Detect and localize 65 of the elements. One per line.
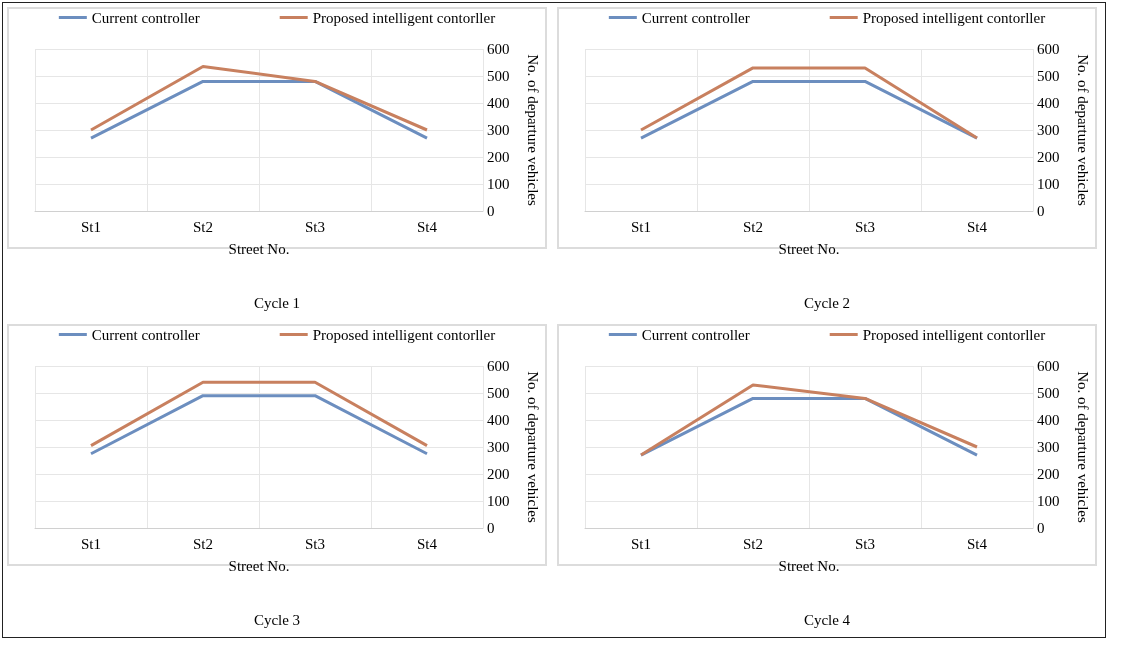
text: Cycle 2 <box>803 294 851 311</box>
y-tick-label: 0 <box>487 520 495 536</box>
y-tick-label: 600 <box>487 358 510 374</box>
x-tick-label: St1 <box>80 535 102 552</box>
y-tick-label: 200 <box>1037 466 1060 482</box>
y-tick-label: 400 <box>487 412 510 428</box>
legend-label: Current controller <box>641 9 750 26</box>
text: Cycle 4 <box>803 611 851 628</box>
y-tick-label: 100 <box>487 493 510 509</box>
y-tick-label: 0 <box>487 203 495 219</box>
x-tick-label: St3 <box>304 218 326 235</box>
y-axis-title: No. of departure vehicles <box>524 54 541 206</box>
x-tick-label: St2 <box>742 218 764 235</box>
x-tick-label: St4 <box>416 535 438 552</box>
x-tick-label: St1 <box>80 218 102 235</box>
legend-label: Proposed intelligent contorller <box>862 326 1046 343</box>
line-series <box>639 383 979 457</box>
x-tick-label: St4 <box>966 535 988 552</box>
legend-label: Proposed intelligent contorller <box>862 9 1046 26</box>
x-tick-label: St2 <box>742 535 764 552</box>
x-tick-label: St3 <box>304 535 326 552</box>
x-tick-label: St2 <box>192 218 214 235</box>
y-tick-label: 500 <box>1037 68 1060 84</box>
text: Cycle 1 <box>253 294 301 311</box>
y-tick-label: 100 <box>487 176 510 192</box>
y-tick-label: 300 <box>487 122 510 138</box>
y-tick-label: 600 <box>1037 41 1060 57</box>
y-tick-label: 400 <box>1037 95 1060 111</box>
x-axis-title: Street No. <box>778 557 840 574</box>
y-tick-label: 100 <box>1037 176 1060 192</box>
x-tick-label: St3 <box>854 535 876 552</box>
y-axis-title: No. of departure vehicles <box>1074 54 1091 206</box>
x-tick-label: St4 <box>416 218 438 235</box>
x-tick-label: St1 <box>630 535 652 552</box>
y-tick-label: 200 <box>487 149 510 165</box>
x-tick-label: St1 <box>630 218 652 235</box>
y-tick-label: 300 <box>1037 122 1060 138</box>
legend-label: Current controller <box>641 326 750 343</box>
y-tick-label: 500 <box>487 385 510 401</box>
x-axis-title: Street No. <box>778 240 840 257</box>
y-tick-label: 600 <box>1037 358 1060 374</box>
y-tick-label: 500 <box>1037 385 1060 401</box>
y-tick-label: 400 <box>487 95 510 111</box>
legend-label: Proposed intelligent contorller <box>312 9 496 26</box>
y-tick-label: 300 <box>487 439 510 455</box>
y-tick-label: 0 <box>1037 520 1045 536</box>
y-axis-title: No. of departure vehicles <box>524 371 541 523</box>
x-axis-title: Street No. <box>228 557 290 574</box>
text: Cycle 3 <box>253 611 301 628</box>
x-tick-label: St4 <box>966 218 988 235</box>
y-tick-label: 600 <box>487 41 510 57</box>
y-tick-label: 400 <box>1037 412 1060 428</box>
legend-label: Current controller <box>91 326 200 343</box>
legend-label: Current controller <box>91 9 200 26</box>
x-tick-label: St2 <box>192 535 214 552</box>
y-tick-label: 300 <box>1037 439 1060 455</box>
y-axis-title: No. of departure vehicles <box>1074 371 1091 523</box>
y-tick-label: 0 <box>1037 203 1045 219</box>
x-tick-label: St3 <box>854 218 876 235</box>
y-tick-label: 200 <box>1037 149 1060 165</box>
y-tick-label: 200 <box>487 466 510 482</box>
y-tick-label: 500 <box>487 68 510 84</box>
legend-label: Proposed intelligent contorller <box>312 326 496 343</box>
y-tick-label: 100 <box>1037 493 1060 509</box>
x-axis-title: Street No. <box>228 240 290 257</box>
